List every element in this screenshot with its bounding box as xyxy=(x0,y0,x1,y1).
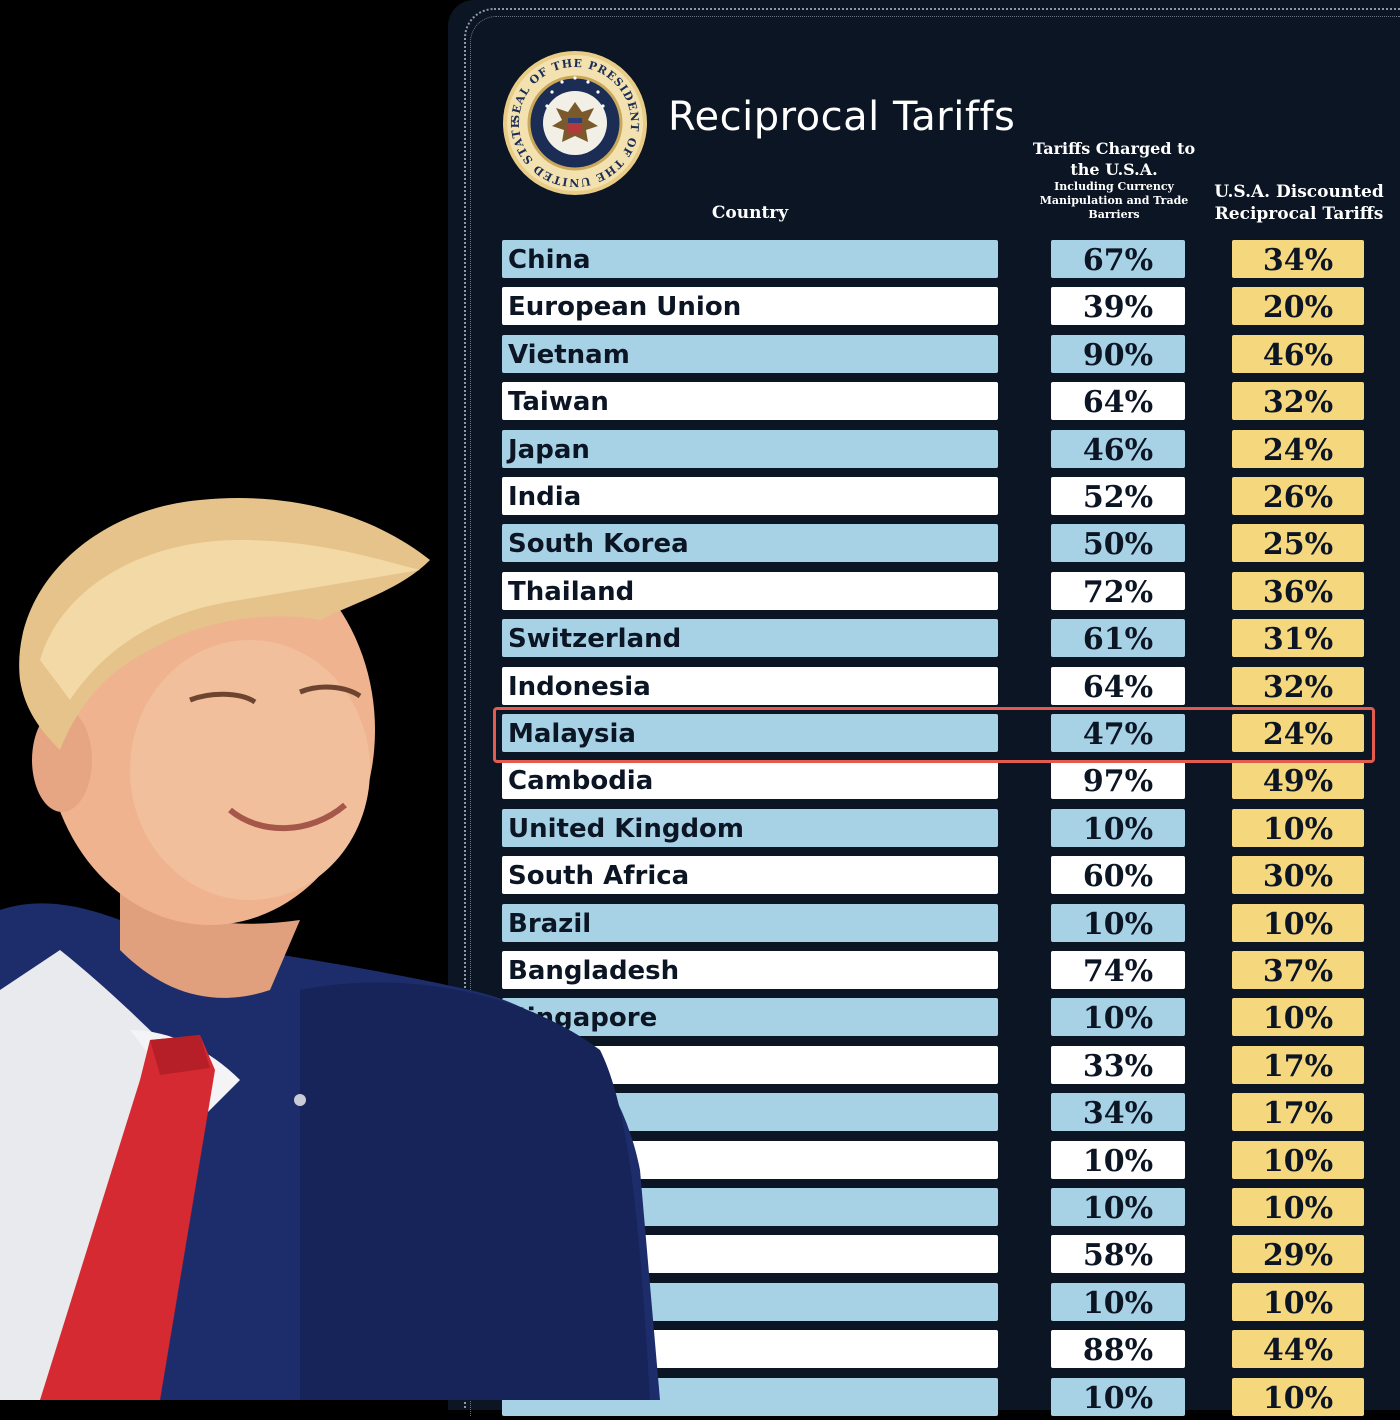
charged-tariff-cell: 88% xyxy=(1051,1330,1185,1368)
table-row: China 67% 34% xyxy=(0,240,1400,280)
table-row: Taiwan 64% 32% xyxy=(0,382,1400,422)
table-row: South Korea 50% 25% xyxy=(0,524,1400,564)
charged-tariff-cell: 72% xyxy=(1051,572,1185,610)
charged-tariff-cell: 34% xyxy=(1051,1093,1185,1131)
country-cell: South Africa xyxy=(502,856,998,894)
country-cell: Taiwan xyxy=(502,382,998,420)
table-row: Brazil 10% 10% xyxy=(0,904,1400,944)
reciprocal-tariff-cell: 30% xyxy=(1232,856,1364,894)
country-cell: China xyxy=(502,240,998,278)
charged-tariff-cell: 52% xyxy=(1051,477,1185,515)
charged-tariff-cell: 33% xyxy=(1051,1046,1185,1084)
table-row: Malaysia 47% 24% xyxy=(0,714,1400,754)
reciprocal-tariff-cell: 17% xyxy=(1232,1046,1364,1084)
charged-tariff-cell: 10% xyxy=(1051,904,1185,942)
country-cell: European Union xyxy=(502,287,998,325)
country-cell: India xyxy=(502,477,998,515)
board-dotted-border xyxy=(464,8,1400,1408)
charged-tariff-cell: 74% xyxy=(1051,951,1185,989)
table-row: United Kingdom 10% 10% xyxy=(0,809,1400,849)
country-cell: Japan xyxy=(502,430,998,468)
table-row: Singapore 10% 10% xyxy=(0,998,1400,1038)
charged-tariff-cell: 64% xyxy=(1051,382,1185,420)
country-cell: Cambodia xyxy=(502,761,998,799)
reciprocal-tariff-cell: 34% xyxy=(1232,240,1364,278)
charged-tariff-cell: 46% xyxy=(1051,430,1185,468)
country-cell: Indonesia xyxy=(502,667,998,705)
column-header-charged: Tariffs Charged to the U.S.A. Including … xyxy=(1030,138,1198,222)
table-row: Vietnam 90% 46% xyxy=(0,335,1400,375)
reciprocal-tariff-cell: 10% xyxy=(1232,1141,1364,1179)
charged-tariff-cell: 60% xyxy=(1051,856,1185,894)
charged-tariff-cell: 10% xyxy=(1051,809,1185,847)
reciprocal-tariff-cell: 10% xyxy=(1232,1283,1364,1321)
reciprocal-tariff-cell: 25% xyxy=(1232,524,1364,562)
presidential-seal-icon: SEAL OF THE PRESIDENT OF THE UNITED STAT… xyxy=(502,50,647,195)
reciprocal-tariff-cell: 24% xyxy=(1232,430,1364,468)
country-cell: Switzerland xyxy=(502,619,998,657)
reciprocal-tariff-cell: 29% xyxy=(1232,1235,1364,1273)
charged-tariff-cell: 47% xyxy=(1051,714,1185,752)
country-cell: Malaysia xyxy=(502,714,998,752)
column-header-reciprocal: U.S.A. Discounted Reciprocal Tariffs xyxy=(1214,182,1384,224)
charged-tariff-cell: 67% xyxy=(1051,240,1185,278)
country-cell: Brazil xyxy=(502,904,998,942)
charged-tariff-cell: 58% xyxy=(1051,1235,1185,1273)
reciprocal-tariff-cell: 10% xyxy=(1232,904,1364,942)
country-cell: Thailand xyxy=(502,572,998,610)
charged-tariff-cell: 10% xyxy=(1051,1283,1185,1321)
column-header-charged-subtitle: Including Currency Manipulation and Trad… xyxy=(1039,180,1189,221)
reciprocal-tariff-cell: 10% xyxy=(1232,998,1364,1036)
charged-tariff-cell: 10% xyxy=(1051,1188,1185,1226)
page-title: Reciprocal Tariffs xyxy=(668,94,1016,140)
column-header-country: Country xyxy=(711,203,789,223)
reciprocal-tariff-cell: 26% xyxy=(1232,477,1364,515)
table-row: Indonesia 64% 32% xyxy=(0,667,1400,707)
country-cell: Singapore xyxy=(502,998,998,1036)
charged-tariff-cell: 97% xyxy=(1051,761,1185,799)
reciprocal-tariff-cell: 17% xyxy=(1232,1093,1364,1131)
reciprocal-tariff-cell: 32% xyxy=(1232,667,1364,705)
reciprocal-tariff-cell: 49% xyxy=(1232,761,1364,799)
table-row: South Africa 60% 30% xyxy=(0,856,1400,896)
reciprocal-tariff-cell: 37% xyxy=(1232,951,1364,989)
reciprocal-tariff-cell: 20% xyxy=(1232,287,1364,325)
reciprocal-tariff-cell: 10% xyxy=(1232,1378,1364,1416)
reciprocal-tariff-cell: 10% xyxy=(1232,1188,1364,1226)
reciprocal-tariff-cell: 24% xyxy=(1232,714,1364,752)
highlight-box xyxy=(493,707,1375,763)
table-row: Bangladesh 74% 37% xyxy=(0,951,1400,991)
table-row: Japan 46% 24% xyxy=(0,430,1400,470)
person-photo xyxy=(0,498,660,1400)
charged-tariff-cell: 50% xyxy=(1051,524,1185,562)
country-cell: Bangladesh xyxy=(502,951,998,989)
reciprocal-tariff-cell: 36% xyxy=(1232,572,1364,610)
reciprocal-tariff-cell: 46% xyxy=(1232,335,1364,373)
table-row: European Union 39% 20% xyxy=(0,287,1400,327)
charged-tariff-cell: 61% xyxy=(1051,619,1185,657)
country-cell: United Kingdom xyxy=(502,809,998,847)
reciprocal-tariff-cell: 10% xyxy=(1232,809,1364,847)
country-cell: South Korea xyxy=(502,524,998,562)
charged-tariff-cell: 90% xyxy=(1051,335,1185,373)
charged-tariff-cell: 10% xyxy=(1051,998,1185,1036)
charged-tariff-cell: 64% xyxy=(1051,667,1185,705)
country-cell: Vietnam xyxy=(502,335,998,373)
table-row: Cambodia 97% 49% xyxy=(0,761,1400,801)
table-row: Switzerland 61% 31% xyxy=(0,619,1400,659)
charged-tariff-cell: 10% xyxy=(1051,1141,1185,1179)
board-inner-dotted-border xyxy=(470,16,1400,1416)
table-row: Thailand 72% 36% xyxy=(0,572,1400,612)
reciprocal-tariff-cell: 32% xyxy=(1232,382,1364,420)
column-header-charged-title: Tariffs Charged to the U.S.A. xyxy=(1032,139,1196,179)
reciprocal-tariff-cell: 31% xyxy=(1232,619,1364,657)
table-row: India 52% 26% xyxy=(0,477,1400,517)
reciprocal-tariff-cell: 44% xyxy=(1232,1330,1364,1368)
charged-tariff-cell: 10% xyxy=(1051,1378,1185,1416)
charged-tariff-cell: 39% xyxy=(1051,287,1185,325)
